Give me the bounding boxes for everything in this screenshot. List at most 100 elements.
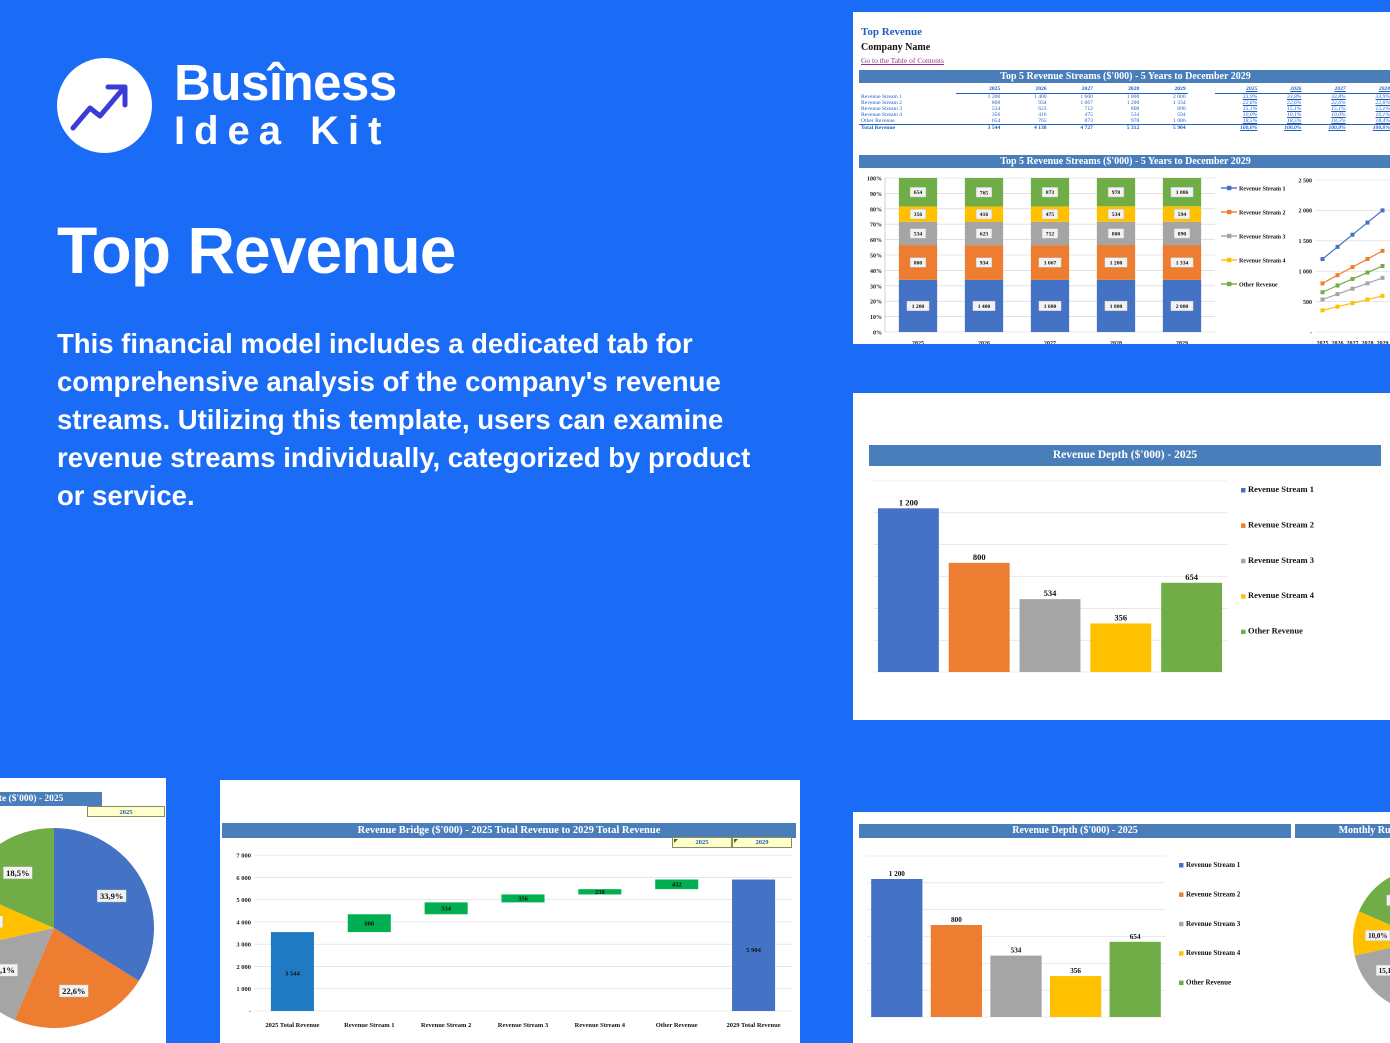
col-pct-2025: 2025	[1215, 86, 1260, 94]
svg-text:654: 654	[1130, 933, 1141, 941]
table-of-contents-link[interactable]: Go to the Table of Contents	[861, 56, 944, 65]
svg-text:2029: 2029	[1176, 341, 1188, 344]
svg-text:18,5%: 18,5%	[6, 868, 29, 878]
svg-text:1 200: 1 200	[899, 497, 918, 507]
col-year-2027: 2027	[1048, 86, 1095, 94]
svg-text:534: 534	[1044, 588, 1058, 598]
svg-text:1 334: 1 334	[1176, 260, 1189, 266]
svg-text:Revenue Stream 4: Revenue Stream 4	[1248, 590, 1315, 600]
section-band-revenue-streams-table: Top 5 Revenue Streams ($'000) - 5 Years …	[859, 70, 1390, 83]
line-chart: Revenue Stream 1 Revenue Stream 2 Revenue …	[1221, 178, 1390, 344]
svg-text:Revenue Stream 2: Revenue Stream 2	[1248, 519, 1314, 529]
svg-text:10,0%: 10,0%	[1368, 932, 1387, 940]
svg-text:Revenue Stream 2: Revenue Stream 2	[1239, 210, 1286, 216]
svg-text:534: 534	[1112, 212, 1121, 218]
svg-text:10%: 10%	[870, 315, 882, 321]
svg-text:356: 356	[1114, 612, 1127, 622]
year-to-dropdown[interactable]: 2029	[732, 837, 792, 848]
svg-text:Revenue Stream 3: Revenue Stream 3	[1239, 234, 1286, 240]
revenue-bridge-waterfall-chart: - 1 000 2 000 3 000 4 000 5 000 6 000 7 000 3 54…	[236, 853, 792, 1029]
svg-text:432: 432	[672, 882, 682, 889]
svg-text:7 000: 7 000	[236, 853, 251, 860]
svg-text:Other Revenue: Other Revenue	[1239, 282, 1278, 288]
svg-text:2 000: 2 000	[1176, 304, 1189, 310]
stacked-bar-chart: 0% 10% 20% 30% 40% 50% 60% 70% 80% 90% 100% 1 200 80…	[867, 177, 1215, 344]
run-rate-pie-chart: 33,9%22,6%15,1%10,0%18,5%	[0, 828, 154, 1028]
svg-text:800: 800	[914, 260, 923, 266]
svg-text:Revenue Stream 3: Revenue Stream 3	[1186, 920, 1241, 928]
svg-text:500: 500	[1303, 300, 1312, 306]
svg-text:70%: 70%	[870, 223, 882, 229]
svg-text:0%: 0%	[873, 331, 882, 337]
svg-text:1 000: 1 000	[1299, 270, 1313, 276]
monthly-run-rate-pie-chart: 33,9%22,6%15,1%10,0%18,5%	[1353, 877, 1390, 1003]
svg-text:356: 356	[914, 212, 923, 218]
svg-text:594: 594	[1178, 212, 1187, 218]
svg-text:1 000: 1 000	[236, 986, 251, 993]
table-header-row: 2025 2026 2027 2028 2029 2025 2026 2027 …	[859, 86, 1390, 94]
svg-text:1 600: 1 600	[1044, 304, 1057, 310]
revenue-depth-bar-chart: 1 200 800 534 356 654 Revenue Stream 1 Revenue…	[873, 480, 1315, 673]
table-row: Revenue Stream 3 534 623 712 800 890 15,…	[861, 106, 1390, 112]
svg-text:2 000: 2 000	[236, 964, 251, 971]
svg-text:Revenue Stream 4: Revenue Stream 4	[1186, 949, 1241, 957]
svg-text:Other Revenue: Other Revenue	[1186, 979, 1231, 987]
svg-text:475: 475	[1046, 212, 1055, 218]
svg-text:Revenue Stream 1: Revenue Stream 1	[1248, 484, 1314, 494]
section-band-revenue-bridge: Revenue Bridge ($'000) - 2025 Total Reve…	[222, 823, 796, 838]
svg-text:800: 800	[1112, 231, 1121, 237]
svg-text:2025: 2025	[1317, 341, 1329, 344]
sheet-title: Top Revenue	[861, 26, 923, 38]
svg-text:2028: 2028	[1362, 341, 1374, 344]
svg-text:Revenue Stream 3: Revenue Stream 3	[498, 1022, 549, 1029]
svg-text:654: 654	[914, 190, 923, 196]
svg-text:416: 416	[980, 212, 989, 218]
svg-text:33,9%: 33,9%	[100, 891, 123, 901]
bridge-year-selectors: 2025 2029	[672, 837, 792, 848]
svg-text:-: -	[249, 1009, 251, 1016]
svg-text:356: 356	[518, 896, 529, 903]
spreadsheet-panel-bottom-right: Revenue Depth ($'000) - 2025 Monthly Run…	[853, 812, 1390, 1043]
svg-text:934: 934	[980, 261, 989, 267]
svg-text:-: -	[1310, 330, 1312, 336]
section-band-revenue-depth-2: Revenue Depth ($'000) - 2025	[859, 824, 1291, 838]
svg-text:2028: 2028	[1110, 341, 1122, 344]
spreadsheet-panel-revenue-depth: Revenue Depth ($'000) - 2025 1 200 800 534…	[853, 393, 1390, 720]
page-title: Top Revenue	[57, 213, 457, 287]
svg-text:Other Revenue: Other Revenue	[656, 1022, 698, 1029]
svg-text:15,1%: 15,1%	[0, 965, 15, 975]
col-pct-2028: 2028	[1347, 86, 1390, 94]
brand-lockup: Busîness Idea Kit	[57, 55, 487, 155]
revenue-depth-bar-chart-2: 1 200 800 534 356 654 Revenue Stream 1 Revenue…	[867, 855, 1241, 1018]
svg-text:800: 800	[364, 920, 374, 927]
year-from-dropdown[interactable]: 2025	[672, 837, 732, 848]
section-band-run-rate: Run-Rate ($'000) - 2025	[0, 792, 102, 806]
svg-text:3 000: 3 000	[236, 942, 251, 949]
svg-text:90%: 90%	[870, 192, 882, 198]
brand-line-1: Busîness	[174, 54, 397, 112]
svg-text:5 000: 5 000	[236, 897, 251, 904]
svg-text:534: 534	[441, 906, 452, 913]
svg-text:800: 800	[973, 552, 986, 562]
svg-text:2025 Total Revenue: 2025 Total Revenue	[265, 1022, 319, 1029]
svg-text:60%: 60%	[870, 238, 882, 244]
col-year-2028: 2028	[1094, 86, 1142, 94]
svg-text:30%: 30%	[870, 284, 882, 290]
col-pct-2027: 2027	[1303, 86, 1348, 94]
svg-text:Revenue Stream 1: Revenue Stream 1	[344, 1022, 394, 1029]
svg-text:Revenue Stream 1: Revenue Stream 1	[1186, 861, 1241, 869]
brand-line-2: Idea Kit	[174, 108, 391, 153]
svg-text:3 544: 3 544	[285, 970, 300, 977]
svg-text:1 500: 1 500	[1299, 239, 1313, 245]
svg-text:Revenue Stream 2: Revenue Stream 2	[421, 1022, 471, 1029]
col-year-2029: 2029	[1141, 86, 1188, 94]
svg-text:2026: 2026	[1332, 341, 1344, 344]
col-pct-2026: 2026	[1259, 86, 1304, 94]
spreadsheet-panel-top: Top Revenue Company Name Go to the Table…	[853, 12, 1390, 344]
svg-text:2026: 2026	[978, 341, 990, 344]
svg-text:Revenue Stream 2: Revenue Stream 2	[1186, 890, 1241, 898]
year-selector-dropdown[interactable]: 2025	[87, 806, 165, 817]
svg-text:Revenue Stream 4: Revenue Stream 4	[575, 1022, 626, 1029]
svg-text:2 500: 2 500	[1299, 178, 1313, 184]
svg-text:534: 534	[914, 232, 923, 238]
